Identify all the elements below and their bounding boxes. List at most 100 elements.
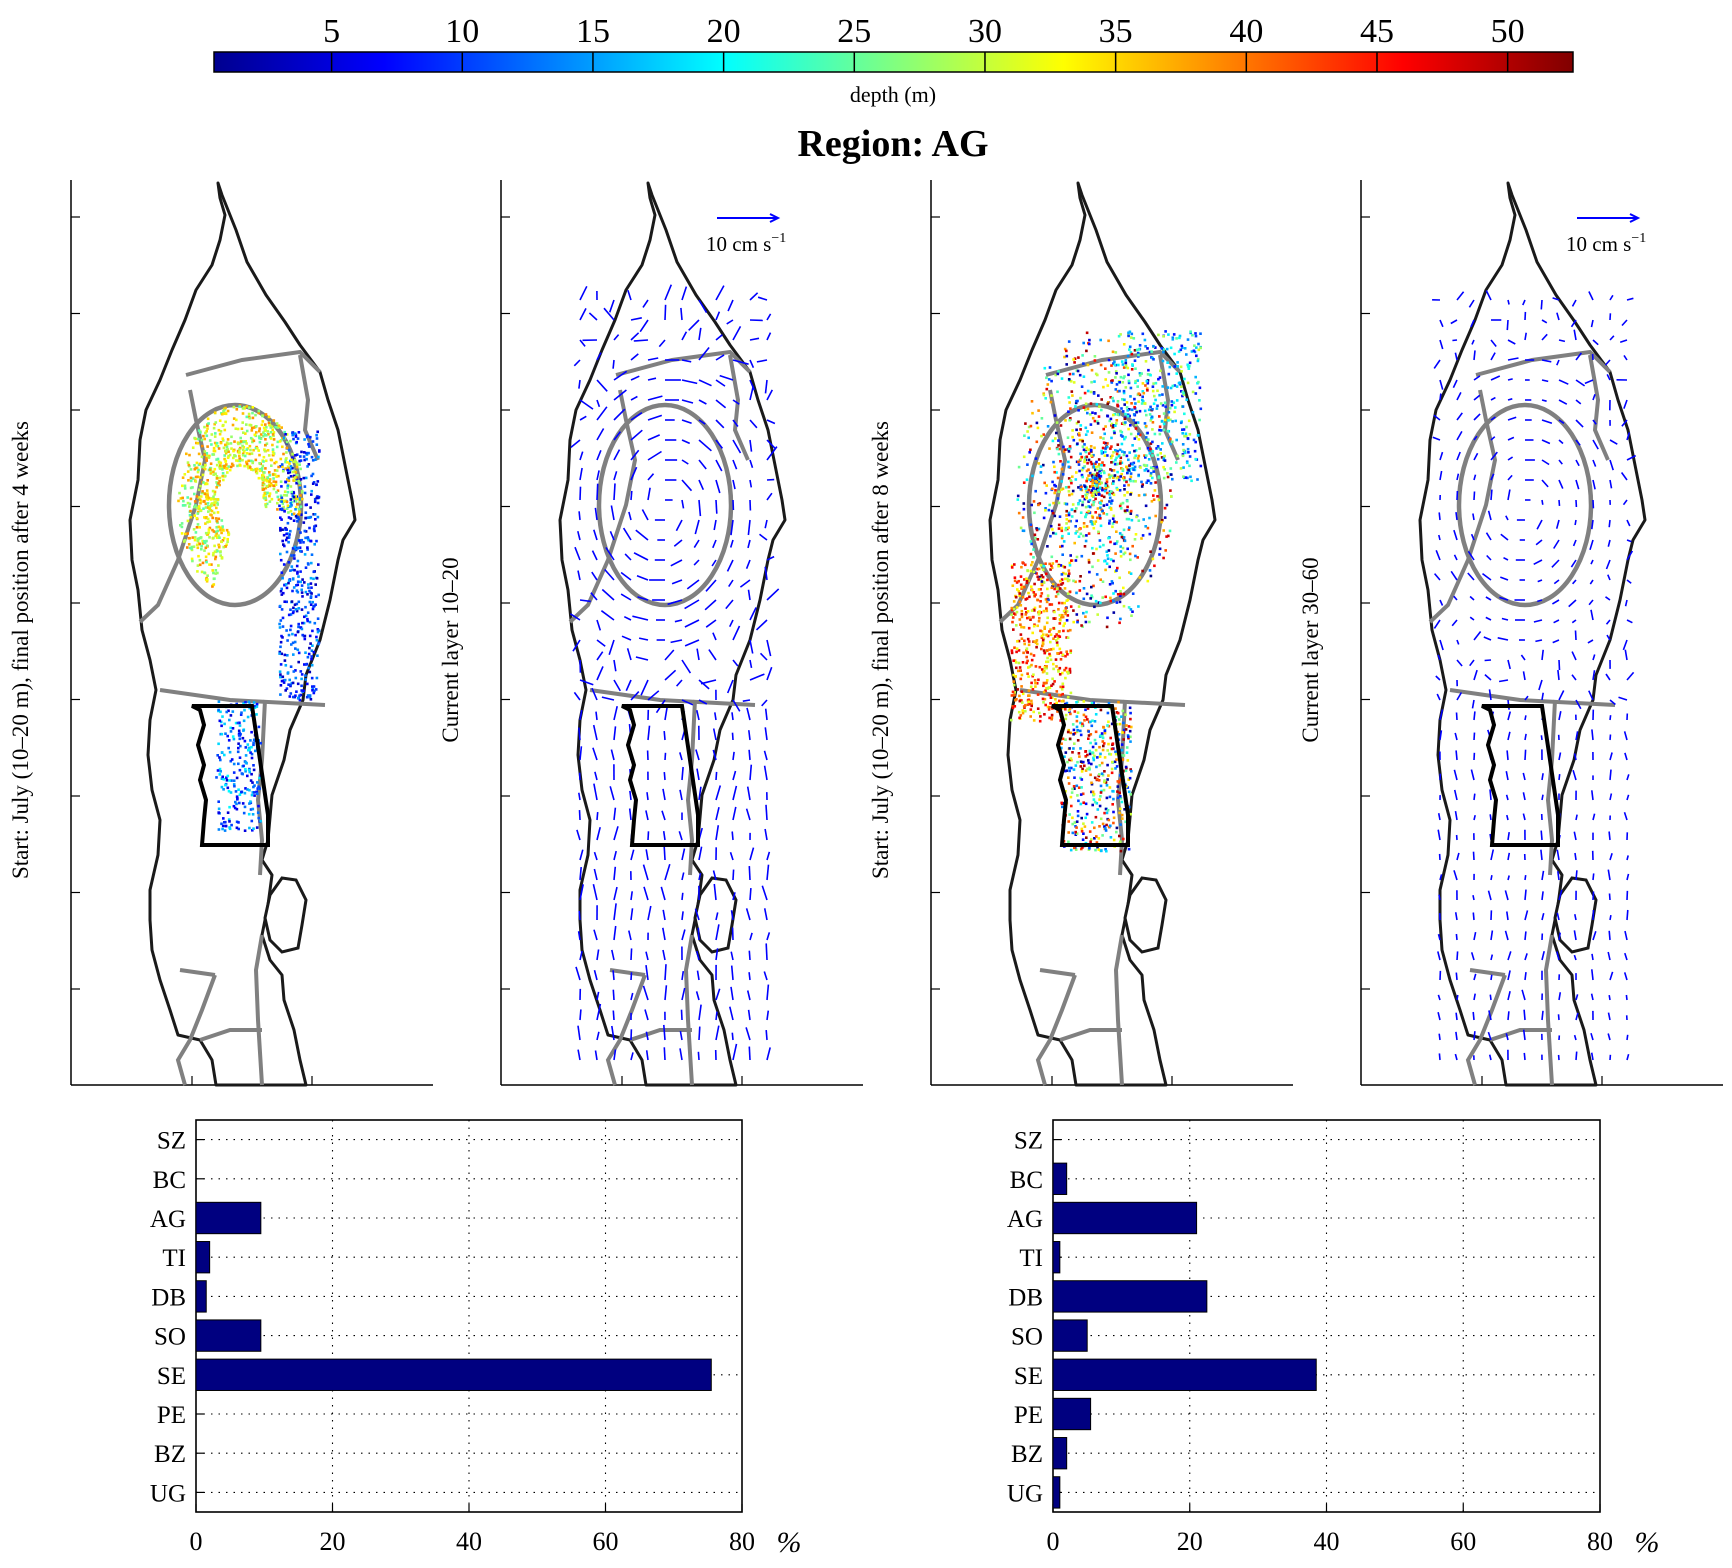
particle <box>1084 539 1088 543</box>
particle <box>1043 651 1046 655</box>
particle <box>1158 415 1161 418</box>
particle <box>271 450 275 453</box>
particle <box>203 541 207 544</box>
particle <box>286 521 290 525</box>
particle <box>1132 479 1135 483</box>
particle <box>268 494 271 498</box>
particle <box>311 440 315 443</box>
particle <box>1083 459 1087 462</box>
particle <box>292 653 295 656</box>
particle <box>1070 390 1074 393</box>
current-vector <box>696 768 700 781</box>
region-boundary <box>1039 968 1076 977</box>
current-vector <box>1626 873 1630 881</box>
particle <box>1064 707 1067 711</box>
particle <box>1057 527 1061 530</box>
particle <box>1100 789 1103 793</box>
particle <box>205 434 209 438</box>
current-vector <box>620 571 632 581</box>
particle <box>1025 581 1029 584</box>
particle <box>1131 592 1135 595</box>
particle <box>1154 346 1157 349</box>
particle <box>184 504 187 507</box>
particle <box>1112 797 1115 801</box>
particle <box>203 516 206 519</box>
particle <box>1011 620 1014 624</box>
particle <box>296 474 299 477</box>
particle <box>1047 508 1051 512</box>
current-vector <box>1572 539 1577 547</box>
particle <box>1093 738 1097 742</box>
particle <box>1100 481 1103 485</box>
particle <box>315 577 319 580</box>
particle <box>1014 661 1018 664</box>
particle <box>1191 333 1194 337</box>
current-vector <box>1473 350 1476 361</box>
particle <box>308 695 312 699</box>
particle <box>1160 347 1164 350</box>
particle <box>1101 596 1104 599</box>
particle <box>1098 514 1102 518</box>
particle <box>1062 624 1065 628</box>
current-vector <box>1438 1053 1441 1061</box>
current-vector <box>1570 319 1577 328</box>
particle <box>188 505 191 508</box>
particle <box>1067 465 1071 469</box>
particle <box>1093 380 1096 383</box>
current-vector <box>676 679 683 687</box>
current-vector <box>630 412 643 421</box>
particle <box>1160 520 1163 524</box>
particle <box>1021 711 1025 715</box>
particle <box>1148 516 1151 520</box>
particle <box>1041 644 1044 648</box>
particle <box>283 583 286 587</box>
particle <box>275 469 279 472</box>
bar-chart-category-label: UG <box>1007 1480 1043 1507</box>
particle <box>1118 807 1122 811</box>
bar-chart-category-label: BC <box>153 1167 186 1194</box>
particle <box>1086 430 1089 433</box>
particle <box>1141 382 1145 385</box>
particle <box>1104 595 1107 599</box>
current-vector <box>1507 875 1510 881</box>
particle <box>241 802 245 805</box>
particle <box>299 467 302 471</box>
particle <box>1181 432 1184 435</box>
particle <box>1067 410 1070 413</box>
particle <box>1188 464 1191 468</box>
particle <box>250 756 254 760</box>
particle <box>1023 434 1026 437</box>
particle <box>1061 615 1065 619</box>
particle <box>1144 456 1147 459</box>
current-vector <box>613 726 617 741</box>
particle <box>1086 753 1089 757</box>
particle <box>262 474 265 477</box>
particle <box>1073 787 1076 790</box>
particle <box>1148 569 1152 572</box>
particle <box>313 529 316 533</box>
particle <box>218 419 222 422</box>
particle <box>285 494 289 497</box>
particle <box>263 492 267 495</box>
particle <box>1038 711 1041 715</box>
current-vector <box>749 379 756 391</box>
particle <box>1085 469 1089 473</box>
current-vector <box>732 659 739 667</box>
particle <box>1131 610 1134 613</box>
particle <box>1119 849 1123 853</box>
particle <box>1029 523 1033 527</box>
particle <box>1180 344 1184 348</box>
particle <box>1046 705 1050 709</box>
particle <box>1182 393 1186 396</box>
particle <box>285 440 289 444</box>
current-vector <box>1574 519 1577 526</box>
particle <box>296 559 300 563</box>
particle <box>1148 350 1152 354</box>
particle <box>215 441 219 445</box>
particle <box>1151 389 1155 393</box>
particle <box>307 538 310 542</box>
particle <box>1069 519 1072 523</box>
particle <box>1130 491 1133 495</box>
particle <box>1020 699 1023 702</box>
particle <box>1117 454 1121 458</box>
